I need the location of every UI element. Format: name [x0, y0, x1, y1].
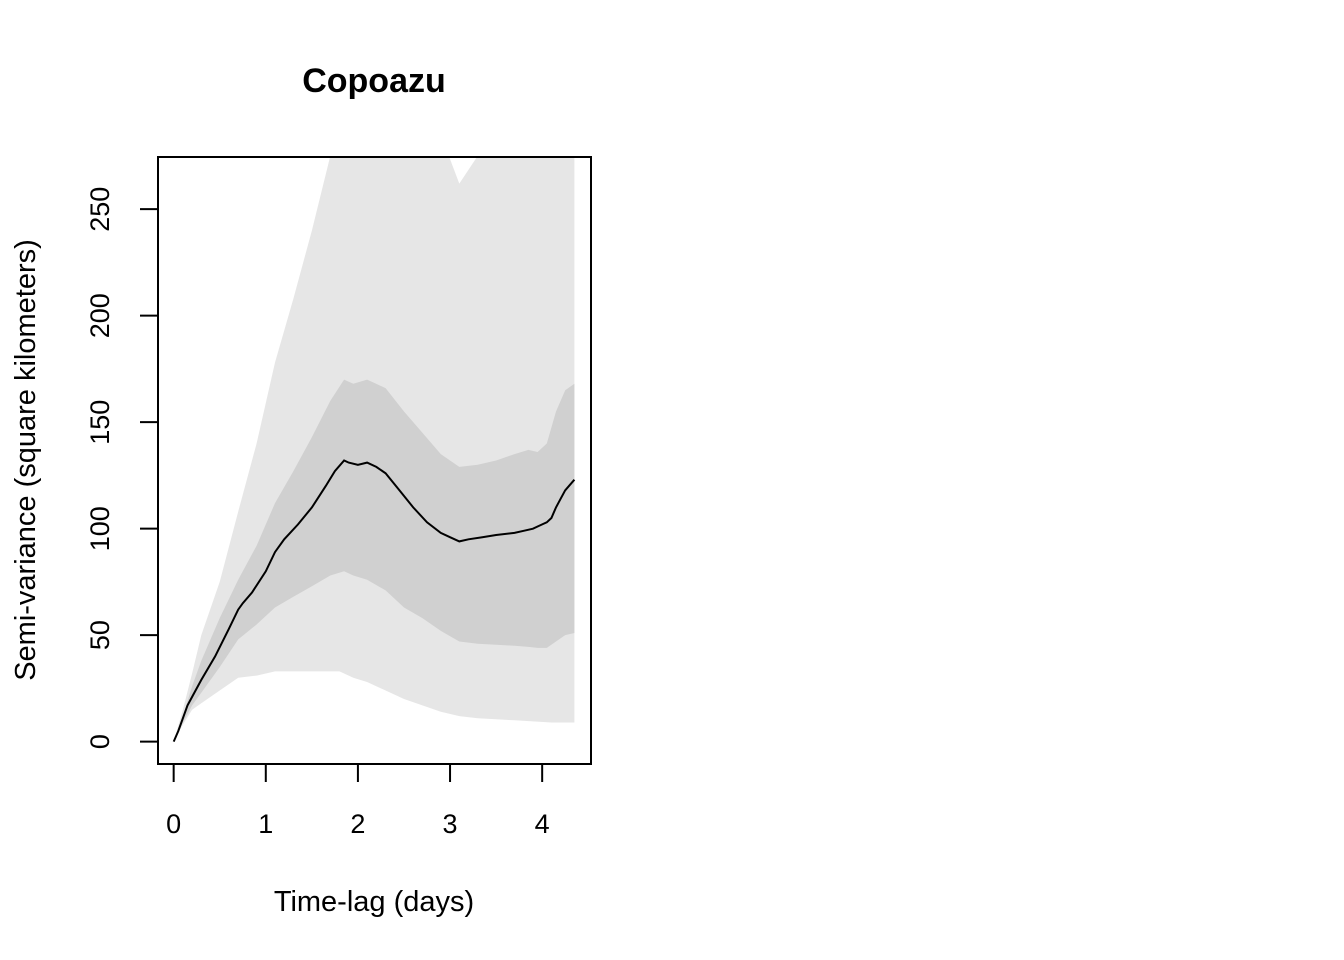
y-tick-label: 100 [85, 506, 115, 551]
plot-area [172, 157, 576, 742]
inner-confidence-band [173, 379, 575, 742]
y-tick-label: 0 [85, 734, 115, 749]
x-axis: 0 1 2 3 4 [166, 763, 550, 839]
x-tick-label: 0 [166, 809, 181, 839]
x-tick-label: 2 [350, 809, 365, 839]
semi-variance-estimate-line [172, 459, 576, 742]
chart-title: Copoazu [302, 62, 446, 100]
y-axis-label: Semi-variance (square kilometers) [10, 239, 42, 681]
y-tick-label: 250 [85, 187, 115, 232]
x-tick-label: 3 [443, 809, 458, 839]
y-tick-label: 50 [85, 620, 115, 650]
x-tick-label: 1 [258, 809, 273, 839]
y-tick-label: 150 [85, 400, 115, 445]
x-axis-label: Time-lag (days) [274, 886, 474, 918]
x-tick-label: 4 [535, 809, 550, 839]
y-tick-label: 200 [85, 293, 115, 338]
y-axis: 0 50 100 150 200 250 [85, 187, 159, 749]
